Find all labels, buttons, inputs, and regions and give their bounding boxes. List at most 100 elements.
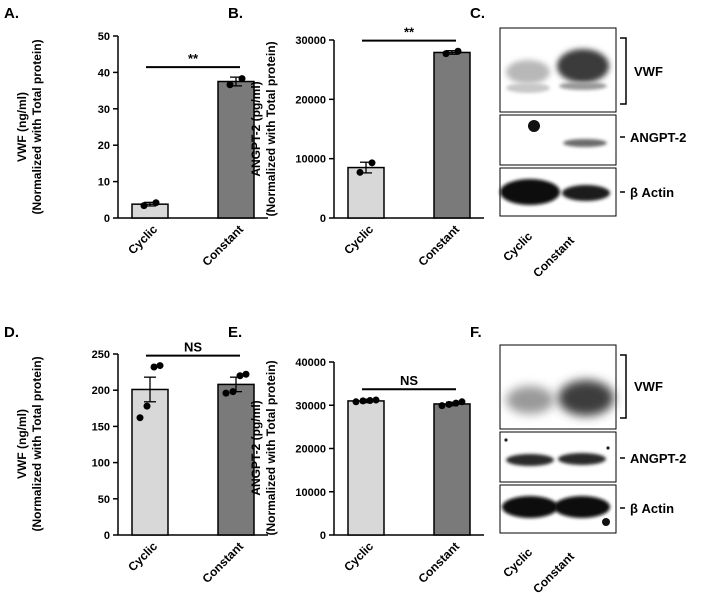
data-point bbox=[140, 202, 148, 210]
blot-f-vwf-band-cyclic bbox=[506, 386, 554, 414]
y-tick-label: 10 bbox=[98, 177, 110, 189]
y-tick-label: 0 bbox=[320, 530, 326, 542]
blot-c-vwf-band-cyclic bbox=[506, 60, 550, 84]
y-axis-label-line2: (Normalized with Total protein) bbox=[30, 356, 44, 531]
data-point bbox=[242, 370, 250, 378]
blot-c-label-actin: β Actin bbox=[630, 185, 674, 200]
bar-cyclic bbox=[131, 388, 169, 536]
bar-constant bbox=[217, 80, 255, 219]
data-point bbox=[222, 389, 230, 397]
blot-f-lane-cyclic: Cyclic bbox=[500, 545, 535, 580]
y-axis-label: ANGPT-2 (pg/ml)(Normalized with Total pr… bbox=[249, 41, 278, 216]
data-point bbox=[368, 159, 376, 167]
y-tick-label: 30000 bbox=[295, 35, 326, 47]
data-point bbox=[372, 396, 380, 404]
blot-f-vwf-bracket bbox=[620, 354, 627, 419]
blot-c-lane-constant: Constant bbox=[530, 233, 577, 280]
y-axis-label-line1: ANGPT-2 (pg/ml) bbox=[249, 81, 263, 176]
blot-f-label-angpt2: ANGPT-2 bbox=[630, 451, 686, 466]
data-point bbox=[229, 388, 237, 396]
data-point bbox=[152, 199, 160, 207]
data-point bbox=[445, 400, 453, 408]
x-category-label: Constant bbox=[415, 539, 462, 586]
y-tick-label: 150 bbox=[92, 421, 110, 433]
significance-label: ** bbox=[188, 51, 199, 66]
chart-e-angpt2-cyclic-vs-constant: 0 10000 20000 30000 40000 ANGPT-2 (pg/ml)(Nor… bbox=[249, 357, 484, 586]
data-point bbox=[359, 397, 367, 405]
data-point bbox=[150, 363, 158, 371]
panel-letter-e: E. bbox=[228, 324, 242, 341]
x-category-label: Constant bbox=[415, 222, 462, 269]
chart-b-angpt2-cyclic-vs-constant: 0 10000 20000 30000 ANGPT-2 (pg/ml)(Normaliz… bbox=[249, 25, 484, 269]
data-point bbox=[352, 398, 360, 406]
blot-f-angpt2-band-cyclic bbox=[506, 454, 554, 466]
y-axis-label-line2: (Normalized with Total protein) bbox=[264, 360, 278, 535]
blot-f-lane-constant: Constant bbox=[530, 549, 577, 596]
blot-c-label-angpt2: ANGPT-2 bbox=[630, 130, 686, 145]
significance-label: ** bbox=[404, 25, 415, 40]
blot-f-label-actin: β Actin bbox=[630, 501, 674, 516]
x-category-label: Cyclic bbox=[125, 539, 160, 574]
y-axis-label-line2: (Normalized with Total protein) bbox=[30, 39, 44, 214]
data-point bbox=[136, 414, 144, 422]
data-point bbox=[442, 50, 450, 58]
x-category-label: Cyclic bbox=[341, 222, 376, 257]
panel-letter-a: A. bbox=[4, 5, 19, 22]
y-tick-label: 200 bbox=[92, 385, 110, 397]
data-point bbox=[366, 396, 374, 404]
significance-label: NS bbox=[184, 340, 202, 355]
y-tick-label: 100 bbox=[92, 458, 110, 470]
y-axis-label-line2: (Normalized with Total protein) bbox=[264, 41, 278, 216]
data-point bbox=[458, 398, 466, 406]
y-axis-label: VWF (ng/ml)(Normalized with Total protei… bbox=[15, 356, 44, 531]
y-tick-label: 0 bbox=[104, 213, 110, 225]
panel-letter-d: D. bbox=[4, 324, 19, 341]
y-tick-label: 50 bbox=[98, 494, 110, 506]
y-axis-label: ANGPT-2 (pg/ml)(Normalized with Total pr… bbox=[249, 360, 278, 535]
western-blot-c: VWF ANGPT-2 β Actin Cyclic Constant bbox=[499, 27, 686, 280]
chart-a-vwf-cyclic-vs-constant: 0 10 20 30 40 50 VWF (ng/ml)(Normalized with T… bbox=[15, 31, 268, 269]
y-axis-label: VWF (ng/ml)(Normalized with Total protei… bbox=[15, 39, 44, 214]
data-point bbox=[238, 75, 246, 83]
blot-c-actin-band-cyclic bbox=[500, 179, 560, 205]
data-point bbox=[156, 362, 164, 370]
y-tick-label: 0 bbox=[104, 530, 110, 542]
data-point bbox=[226, 81, 234, 89]
blot-c-vwf-band-constant bbox=[557, 49, 609, 83]
y-tick-label: 0 bbox=[320, 213, 326, 225]
blot-c-actin-band-constant bbox=[562, 185, 610, 201]
blot-c-angpt2-band bbox=[563, 139, 607, 147]
blot-c-vwf-bracket bbox=[620, 37, 627, 105]
panel-letter-b: B. bbox=[228, 5, 243, 22]
y-axis-label-line1: VWF (ng/ml) bbox=[15, 409, 29, 479]
data-point bbox=[452, 399, 460, 407]
x-category-label: Cyclic bbox=[341, 539, 376, 574]
panel-letter-f: F. bbox=[470, 324, 482, 341]
blot-c-lane-cyclic: Cyclic bbox=[500, 229, 535, 264]
y-axis-label-line1: VWF (ng/ml) bbox=[15, 92, 29, 162]
blot-f-actin-band-cyclic bbox=[502, 496, 558, 518]
y-tick-label: 20000 bbox=[295, 94, 326, 106]
blot-f-label-vwf: VWF bbox=[634, 379, 663, 394]
blot-c-label-vwf: VWF bbox=[634, 64, 663, 79]
western-blot-f: VWF ANGPT-2 β Actin Cyclic Constant bbox=[499, 344, 686, 596]
data-point bbox=[438, 402, 446, 410]
blot-f-angpt2-band-constant bbox=[558, 453, 606, 465]
y-tick-label: 10000 bbox=[295, 154, 326, 166]
data-point bbox=[143, 402, 151, 410]
bar-constant bbox=[433, 403, 471, 536]
y-tick-label: 30000 bbox=[295, 400, 326, 412]
y-tick-label: 20 bbox=[98, 140, 110, 152]
y-tick-label: 20000 bbox=[295, 444, 326, 456]
y-tick-label: 40000 bbox=[295, 357, 326, 369]
y-tick-label: 30 bbox=[98, 104, 110, 116]
x-category-label: Cyclic bbox=[125, 222, 160, 257]
blot-f-vwf-band-constant bbox=[558, 380, 614, 416]
data-point bbox=[236, 372, 244, 380]
bar-cyclic bbox=[347, 400, 385, 536]
y-axis-label-line1: ANGPT-2 (pg/ml) bbox=[249, 400, 263, 495]
x-category-label: Constant bbox=[199, 222, 246, 269]
x-category-label: Constant bbox=[199, 539, 246, 586]
y-tick-label: 250 bbox=[92, 349, 110, 361]
